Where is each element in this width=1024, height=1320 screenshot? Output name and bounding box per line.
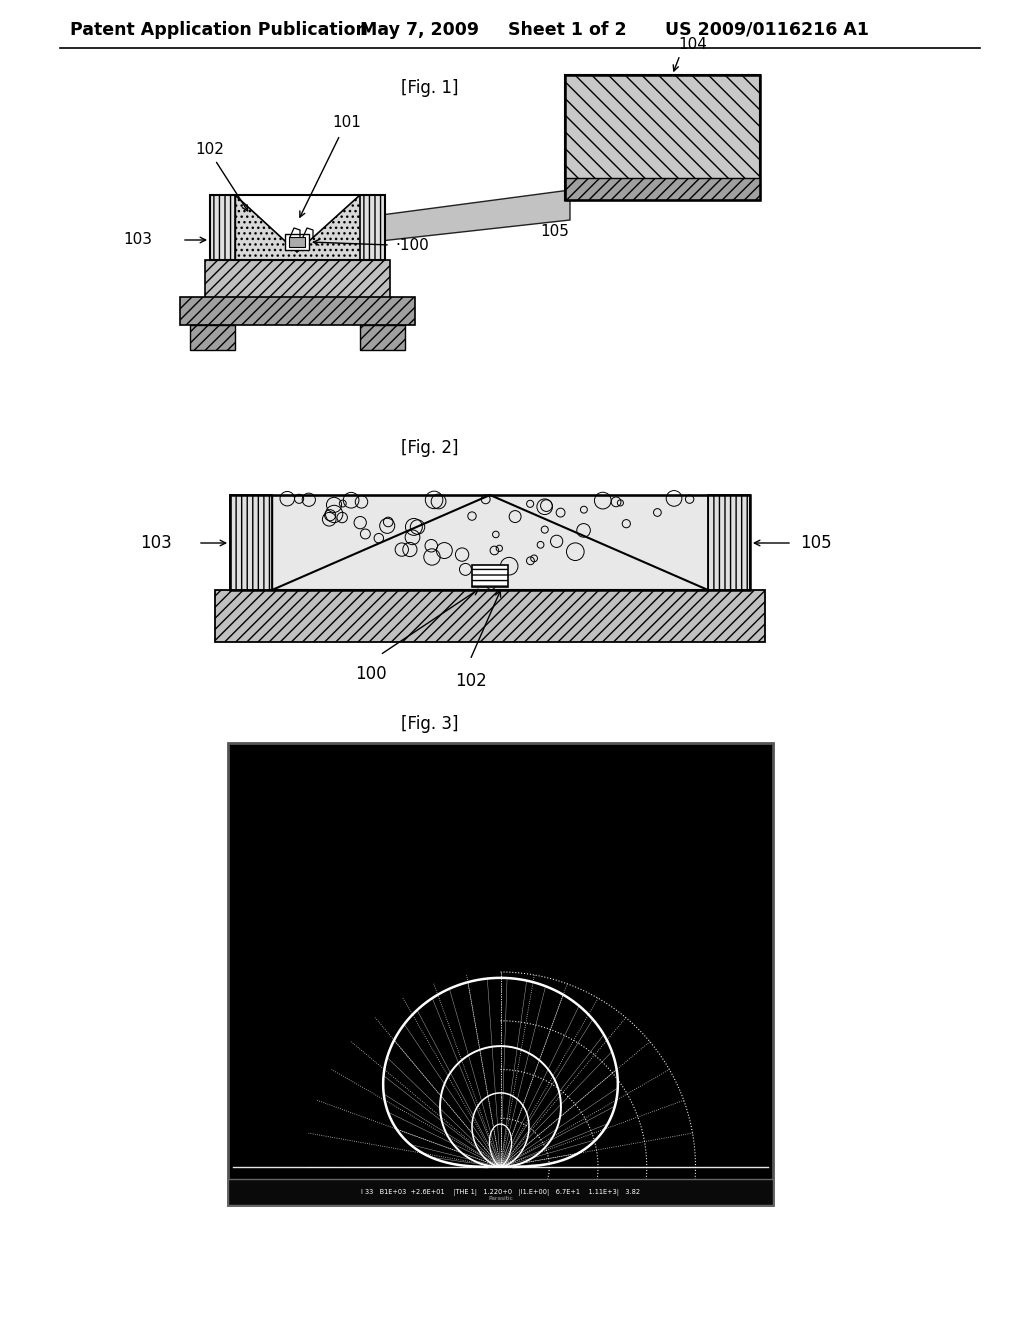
Text: 102: 102 xyxy=(195,143,224,157)
Bar xyxy=(210,195,385,260)
Text: Sheet 1 of 2: Sheet 1 of 2 xyxy=(508,21,627,40)
Text: 103: 103 xyxy=(123,232,152,248)
Bar xyxy=(565,75,760,201)
Bar xyxy=(708,495,750,590)
Text: 102: 102 xyxy=(455,672,486,690)
Bar xyxy=(230,495,750,590)
Bar xyxy=(230,495,272,590)
Bar xyxy=(228,743,773,1205)
Text: 100: 100 xyxy=(355,665,387,682)
Bar xyxy=(272,495,708,590)
Text: May 7, 2009: May 7, 2009 xyxy=(360,21,479,40)
Text: [Fig. 3]: [Fig. 3] xyxy=(401,715,459,733)
Polygon shape xyxy=(234,195,360,260)
Text: 105: 105 xyxy=(800,535,831,552)
Bar xyxy=(215,590,765,642)
Bar xyxy=(228,1179,773,1205)
Text: I 33   B1E+03  +2.6E+01    |THE 1|   1.220+0   |I1.E+00|   6.7E+1    1.11E+3|   : I 33 B1E+03 +2.6E+01 |THE 1| 1.220+0 |I1… xyxy=(360,1188,640,1196)
Bar xyxy=(565,75,760,201)
Text: Patent Application Publication: Patent Application Publication xyxy=(70,21,368,40)
Bar xyxy=(472,565,508,587)
Bar xyxy=(190,325,234,350)
Bar xyxy=(289,238,305,247)
Text: Parasitic: Parasitic xyxy=(488,1196,513,1200)
Bar xyxy=(205,260,390,298)
Text: 101: 101 xyxy=(332,115,360,129)
Bar xyxy=(210,195,234,260)
Bar xyxy=(565,178,760,201)
Bar xyxy=(180,297,415,325)
Polygon shape xyxy=(234,195,360,252)
Bar xyxy=(360,195,385,260)
Text: US 2009/0116216 A1: US 2009/0116216 A1 xyxy=(665,21,869,40)
Text: 104: 104 xyxy=(678,37,707,51)
Polygon shape xyxy=(385,190,570,240)
Text: 103: 103 xyxy=(140,535,172,552)
Text: [Fig. 2]: [Fig. 2] xyxy=(401,440,459,457)
Bar xyxy=(360,325,406,350)
Bar xyxy=(285,234,309,249)
Text: 105: 105 xyxy=(540,224,569,239)
Text: [Fig. 1]: [Fig. 1] xyxy=(401,79,459,96)
Text: ·100: ·100 xyxy=(395,238,429,252)
